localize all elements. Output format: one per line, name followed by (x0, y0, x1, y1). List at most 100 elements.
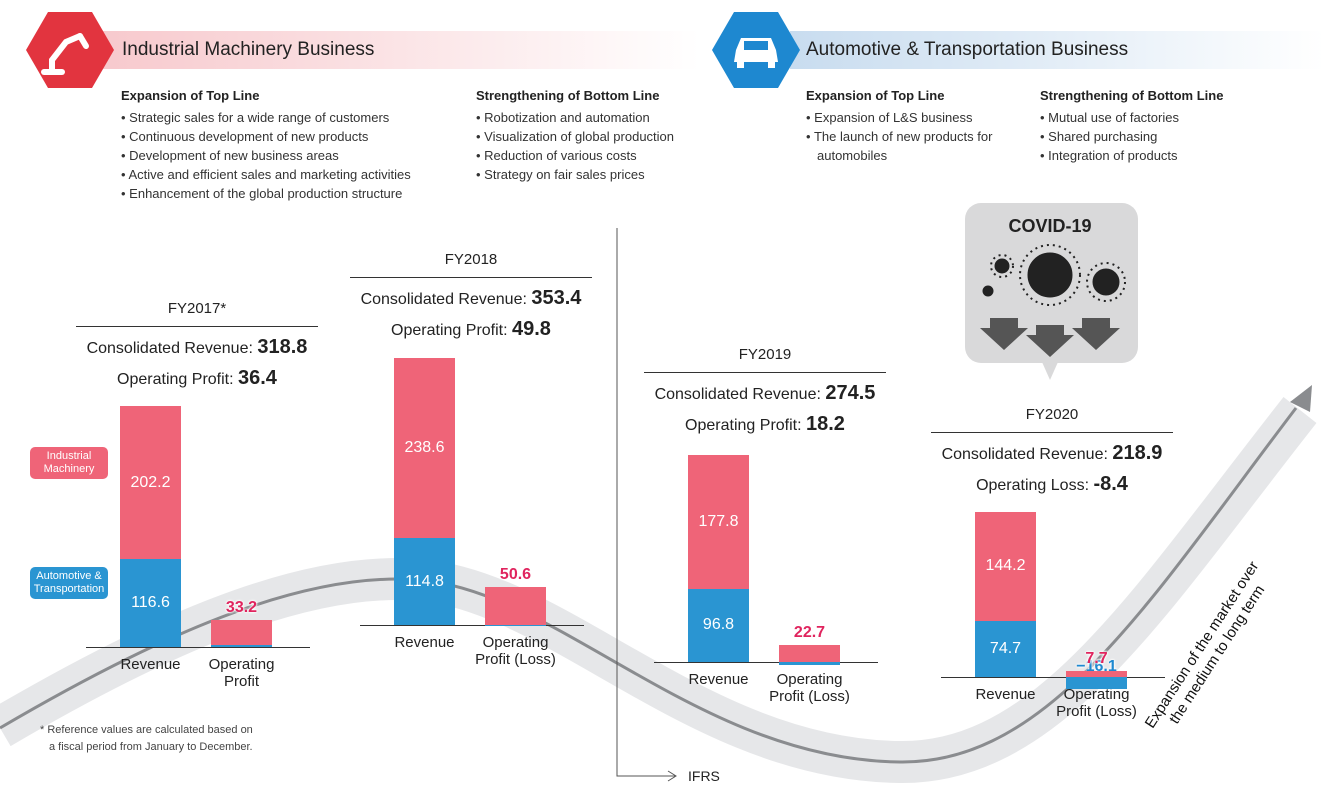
banner (790, 31, 1325, 69)
ifrs-label: IFRS (688, 768, 720, 784)
consolidated-revenue: Consolidated Revenue: 218.9 (942, 442, 1163, 465)
chart-title: FY2017* (167, 300, 227, 317)
consolidated-revenue-value: 218.9 (1112, 442, 1163, 464)
title-rule (931, 432, 1173, 433)
data-label: 50.6 (499, 565, 532, 583)
down-arrows (980, 318, 1120, 357)
bullet-item: Expansion of L&S business (806, 109, 1017, 128)
bar-segment (1066, 677, 1127, 690)
x-category-label: Operating Profit (Loss) (1056, 686, 1137, 720)
operating-profit-value: 49.8 (512, 318, 551, 340)
chart-title: FY2018 (444, 251, 498, 268)
robot-icon (41, 33, 89, 75)
data-label: 116.6 (131, 593, 170, 611)
data-label: 114.8 (405, 572, 444, 590)
covid-label: COVID-19 (1008, 216, 1092, 236)
footnote: * Reference values are calculated based … (40, 724, 253, 736)
data-label: 22.7 (793, 623, 826, 641)
operating-profit: Operating Loss: -8.4 (976, 473, 1128, 496)
data-label: 238.6 (404, 439, 445, 457)
bar-segment (485, 586, 546, 625)
bullet-item: Mutual use of factories (1040, 109, 1251, 128)
bar-segment (779, 662, 840, 666)
x-category-label: Operating Profit (Loss) (769, 671, 850, 705)
title-rule (350, 277, 592, 278)
bullet-item: Strategy on fair sales prices (476, 166, 817, 185)
bullet-item: Continuous development of new products (121, 128, 462, 147)
data-label: 144.2 (985, 557, 1026, 575)
consolidated-revenue: Consolidated Revenue: 353.4 (361, 287, 582, 310)
operating-profit-value: 18.2 (806, 413, 845, 435)
consolidated-revenue-label: Consolidated Revenue: (360, 291, 527, 308)
title-rule (644, 372, 886, 373)
baseline (941, 677, 1165, 678)
bullet-item: Strategic sales for a wide range of cust… (121, 109, 462, 128)
bubble-pointer (1042, 362, 1058, 380)
chart-title: FY2020 (1025, 406, 1079, 423)
data-label: 74.7 (989, 639, 1022, 657)
ifrs-arrow (667, 770, 677, 782)
consolidated-revenue: Consolidated Revenue: 274.5 (655, 382, 876, 405)
hexagon-icon (26, 12, 114, 88)
section-title: Automotive & Transportation Business (806, 39, 1129, 60)
x-category-label: Revenue (975, 686, 1036, 703)
operating-profit: Operating Profit: 49.8 (391, 318, 551, 341)
operating-profit: Operating Profit: 36.4 (117, 367, 277, 390)
bar-segment (975, 511, 1036, 621)
bar-segment (120, 558, 181, 647)
operating-profit-value: 36.4 (238, 367, 277, 389)
bar-segment (394, 538, 455, 625)
baseline (654, 662, 878, 663)
bullet-item: Visualization of global production (476, 128, 817, 147)
ifrs-divider (616, 228, 675, 777)
data-label: 7.7 (1085, 650, 1108, 668)
bar-segment (211, 644, 272, 647)
operating-profit-label: Operating Loss: (976, 477, 1090, 494)
x-category-label: Revenue (394, 634, 455, 651)
column-heading: Strengthening of Bottom Line (1040, 88, 1224, 103)
data-label: 202.2 (130, 473, 171, 491)
consolidated-revenue-label: Consolidated Revenue: (941, 446, 1108, 463)
operating-profit-value: -8.4 (1093, 473, 1128, 495)
bar-segment (688, 454, 749, 589)
virus-icons (982, 244, 1126, 306)
bar-segment (688, 588, 749, 662)
column-heading: Strengthening of Bottom Line (476, 88, 660, 103)
bar-segment (485, 625, 546, 626)
bullet-item: Active and efficient sales and marketing… (121, 166, 462, 185)
consolidated-revenue-value: 353.4 (531, 287, 582, 309)
data-label: 33.2 (225, 598, 258, 616)
bar-segment (975, 620, 1036, 677)
x-category-label: Revenue (688, 671, 749, 688)
x-category-label: Operating Profit (208, 656, 275, 690)
data-label: −16.1 (1076, 658, 1117, 675)
bullet-item: Integration of products (1040, 147, 1251, 166)
operating-profit-label: Operating Profit: (117, 371, 234, 388)
bullet-item: Robotization and automation (476, 109, 817, 128)
legend-tag: Automotive & Transportation (30, 567, 108, 599)
data-label: 96.8 (702, 616, 735, 634)
arrow-head (1290, 385, 1312, 412)
legend-tag: Industrial Machinery (30, 447, 108, 479)
x-category-label: Operating Profit (Loss) (475, 634, 556, 668)
bar-segment (779, 644, 840, 662)
operating-profit: Operating Profit: 18.2 (685, 413, 845, 436)
consolidated-revenue-value: 318.8 (257, 336, 308, 358)
column-heading: Expansion of Top Line (806, 88, 945, 103)
bullet-item: Reduction of various costs (476, 147, 817, 166)
bar-segment (211, 619, 272, 645)
x-category-label: Revenue (120, 656, 181, 673)
consolidated-revenue-value: 274.5 (825, 382, 876, 404)
footnote: a fiscal period from January to December… (49, 741, 253, 753)
title-rule (76, 326, 318, 327)
bullet-item: Shared purchasing (1040, 128, 1251, 147)
bullet-item: Development of new business areas (121, 147, 462, 166)
banner (100, 31, 700, 69)
car-window (744, 41, 768, 50)
column-heading: Expansion of Top Line (121, 88, 260, 103)
bullet-item: The launch of new products for automobil… (806, 128, 1017, 165)
bar-segment (394, 358, 455, 539)
data-label: 177.8 (698, 512, 739, 530)
